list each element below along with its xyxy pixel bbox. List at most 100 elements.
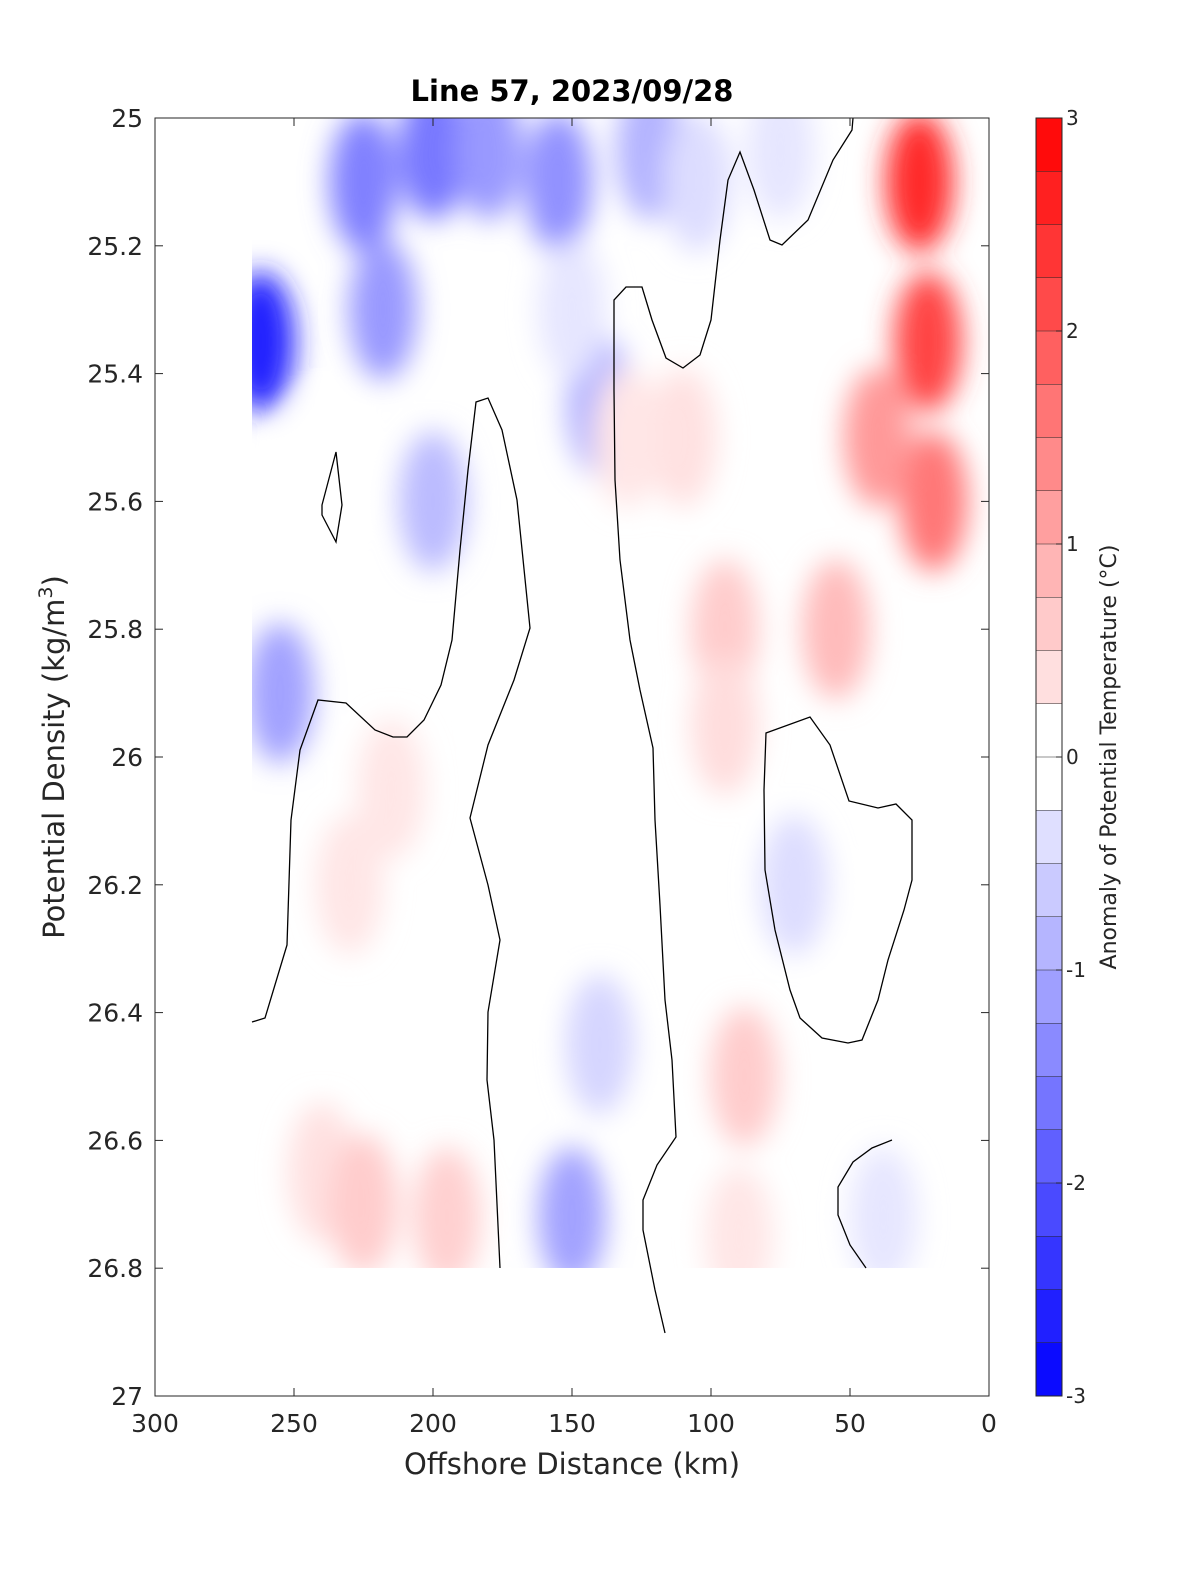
colorbar-band bbox=[1036, 118, 1062, 172]
field-sample bbox=[399, 431, 467, 572]
colorbar-band bbox=[1036, 490, 1062, 545]
field-sample bbox=[829, 878, 898, 1019]
field-sample bbox=[348, 239, 417, 380]
colorbar-band bbox=[1036, 597, 1062, 651]
colorbar-title: Anomaly of Potential Temperature (°C) bbox=[1097, 545, 1122, 970]
colorbar-band bbox=[1036, 331, 1062, 385]
colorbar: -3 -2 -1 0 1 2 3 bbox=[1035, 106, 1086, 1408]
x-tick-label: 0 bbox=[981, 1409, 997, 1438]
field-sample bbox=[538, 239, 606, 380]
field-sample bbox=[329, 1134, 398, 1275]
y-tick-label: 25.8 bbox=[87, 615, 143, 644]
y-axis-title-sup: 3 bbox=[35, 586, 57, 598]
y-axis-title-end: ) bbox=[37, 575, 71, 586]
field-sample bbox=[663, 118, 732, 252]
x-tick-label: 300 bbox=[131, 1409, 179, 1438]
field-sample bbox=[357, 718, 426, 859]
colorbar-band bbox=[1036, 544, 1062, 598]
colorbar-band bbox=[1036, 650, 1062, 705]
colorbar-band bbox=[1036, 757, 1062, 811]
field-sample bbox=[885, 118, 954, 252]
field-sample bbox=[690, 559, 759, 700]
colorbar-tick-label: 2 bbox=[1066, 319, 1079, 343]
chart-title: Line 57, 2023/09/28 bbox=[411, 74, 734, 108]
field-sample bbox=[746, 118, 815, 220]
y-axis-title-main: Potential Density (kg/m bbox=[37, 599, 71, 939]
y-tick-label: 25.6 bbox=[87, 487, 143, 516]
x-tick-label: 200 bbox=[409, 1409, 457, 1438]
colorbar-band bbox=[1036, 1129, 1062, 1184]
field-sample bbox=[246, 623, 315, 764]
field-sample bbox=[849, 1147, 918, 1288]
y-tick-label: 26.8 bbox=[87, 1254, 143, 1283]
x-axis-title: Offshore Distance (km) bbox=[404, 1447, 740, 1481]
colorbar-band bbox=[1036, 970, 1062, 1024]
colorbar-band bbox=[1036, 1236, 1062, 1290]
y-axis: 25 25.2 25.4 25.6 25.8 26 26.2 26.4 26.6 26.8 27 bbox=[87, 104, 989, 1411]
colorbar-band bbox=[1036, 277, 1062, 332]
field-sample bbox=[899, 431, 968, 572]
field-sample bbox=[482, 623, 551, 764]
field-sample bbox=[412, 1147, 481, 1288]
y-tick-label: 26 bbox=[111, 743, 143, 772]
x-tick-label: 150 bbox=[548, 1409, 596, 1438]
colorbar-tick-label: 0 bbox=[1066, 745, 1079, 769]
field-sample bbox=[843, 367, 912, 508]
colorbar-tick-label: -3 bbox=[1066, 1384, 1086, 1408]
colorbar-band bbox=[1036, 916, 1062, 971]
zero-contour-lines bbox=[251, 117, 913, 1334]
zero-contour bbox=[763, 716, 913, 1044]
no-data-mask bbox=[155, 118, 989, 1396]
field-sample bbox=[565, 974, 634, 1115]
y-tick-label: 26.2 bbox=[87, 871, 143, 900]
field-sample bbox=[454, 118, 523, 220]
field-sample bbox=[315, 814, 384, 955]
x-tick-label: 250 bbox=[270, 1409, 318, 1438]
field-sample bbox=[329, 118, 398, 252]
field-sample bbox=[690, 655, 759, 796]
field-sample bbox=[649, 367, 718, 508]
y-tick-label: 26.4 bbox=[87, 999, 143, 1028]
y-tick-label: 27 bbox=[111, 1382, 143, 1411]
field-sample bbox=[621, 1070, 690, 1211]
colorbar-band bbox=[1036, 171, 1062, 225]
y-axis-title: Potential Density (kg/m3) bbox=[35, 575, 71, 939]
field-sample bbox=[524, 118, 593, 252]
colorbar-tick-label: -2 bbox=[1066, 1171, 1086, 1195]
colorbar-band bbox=[1036, 224, 1062, 279]
x-tick-label: 50 bbox=[834, 1409, 866, 1438]
zero-contour bbox=[321, 451, 343, 545]
colorbar-band bbox=[1036, 384, 1062, 438]
colorbar-tick-label: 3 bbox=[1066, 106, 1079, 130]
y-tick-label: 25.2 bbox=[87, 232, 143, 261]
zero-contour bbox=[251, 397, 531, 1269]
field-sample bbox=[893, 271, 962, 412]
temperature-anomaly-field bbox=[226, 118, 989, 1307]
field-sample bbox=[802, 559, 871, 700]
x-tick-label: 100 bbox=[687, 1409, 735, 1438]
field-sample bbox=[710, 1006, 779, 1147]
colorbar-band bbox=[1036, 1289, 1062, 1344]
y-tick-label: 25 bbox=[111, 104, 143, 133]
colorbar-band bbox=[1036, 810, 1062, 864]
colorbar-band bbox=[1036, 1076, 1062, 1131]
field-sample bbox=[538, 1147, 606, 1288]
colorbar-band bbox=[1036, 1183, 1062, 1237]
field-sample bbox=[593, 367, 662, 508]
zero-contour bbox=[837, 1139, 893, 1269]
field-sample bbox=[468, 878, 537, 1019]
field-sample bbox=[287, 399, 356, 540]
colorbar-band bbox=[1036, 1342, 1062, 1397]
colorbar-band bbox=[1036, 1023, 1062, 1077]
field-sample bbox=[399, 118, 467, 220]
colorbar-band bbox=[1036, 863, 1062, 918]
y-tick-label: 26.6 bbox=[87, 1126, 143, 1155]
zero-contour bbox=[613, 117, 854, 1334]
colorbar-band bbox=[1036, 703, 1062, 758]
field-sample bbox=[760, 814, 829, 955]
y-tick-label: 25.4 bbox=[87, 360, 143, 389]
colorbar-band bbox=[1036, 437, 1062, 492]
colorbar-tick-label: -1 bbox=[1066, 958, 1086, 982]
x-axis: 300 250 200 150 100 50 0 bbox=[131, 118, 997, 1438]
